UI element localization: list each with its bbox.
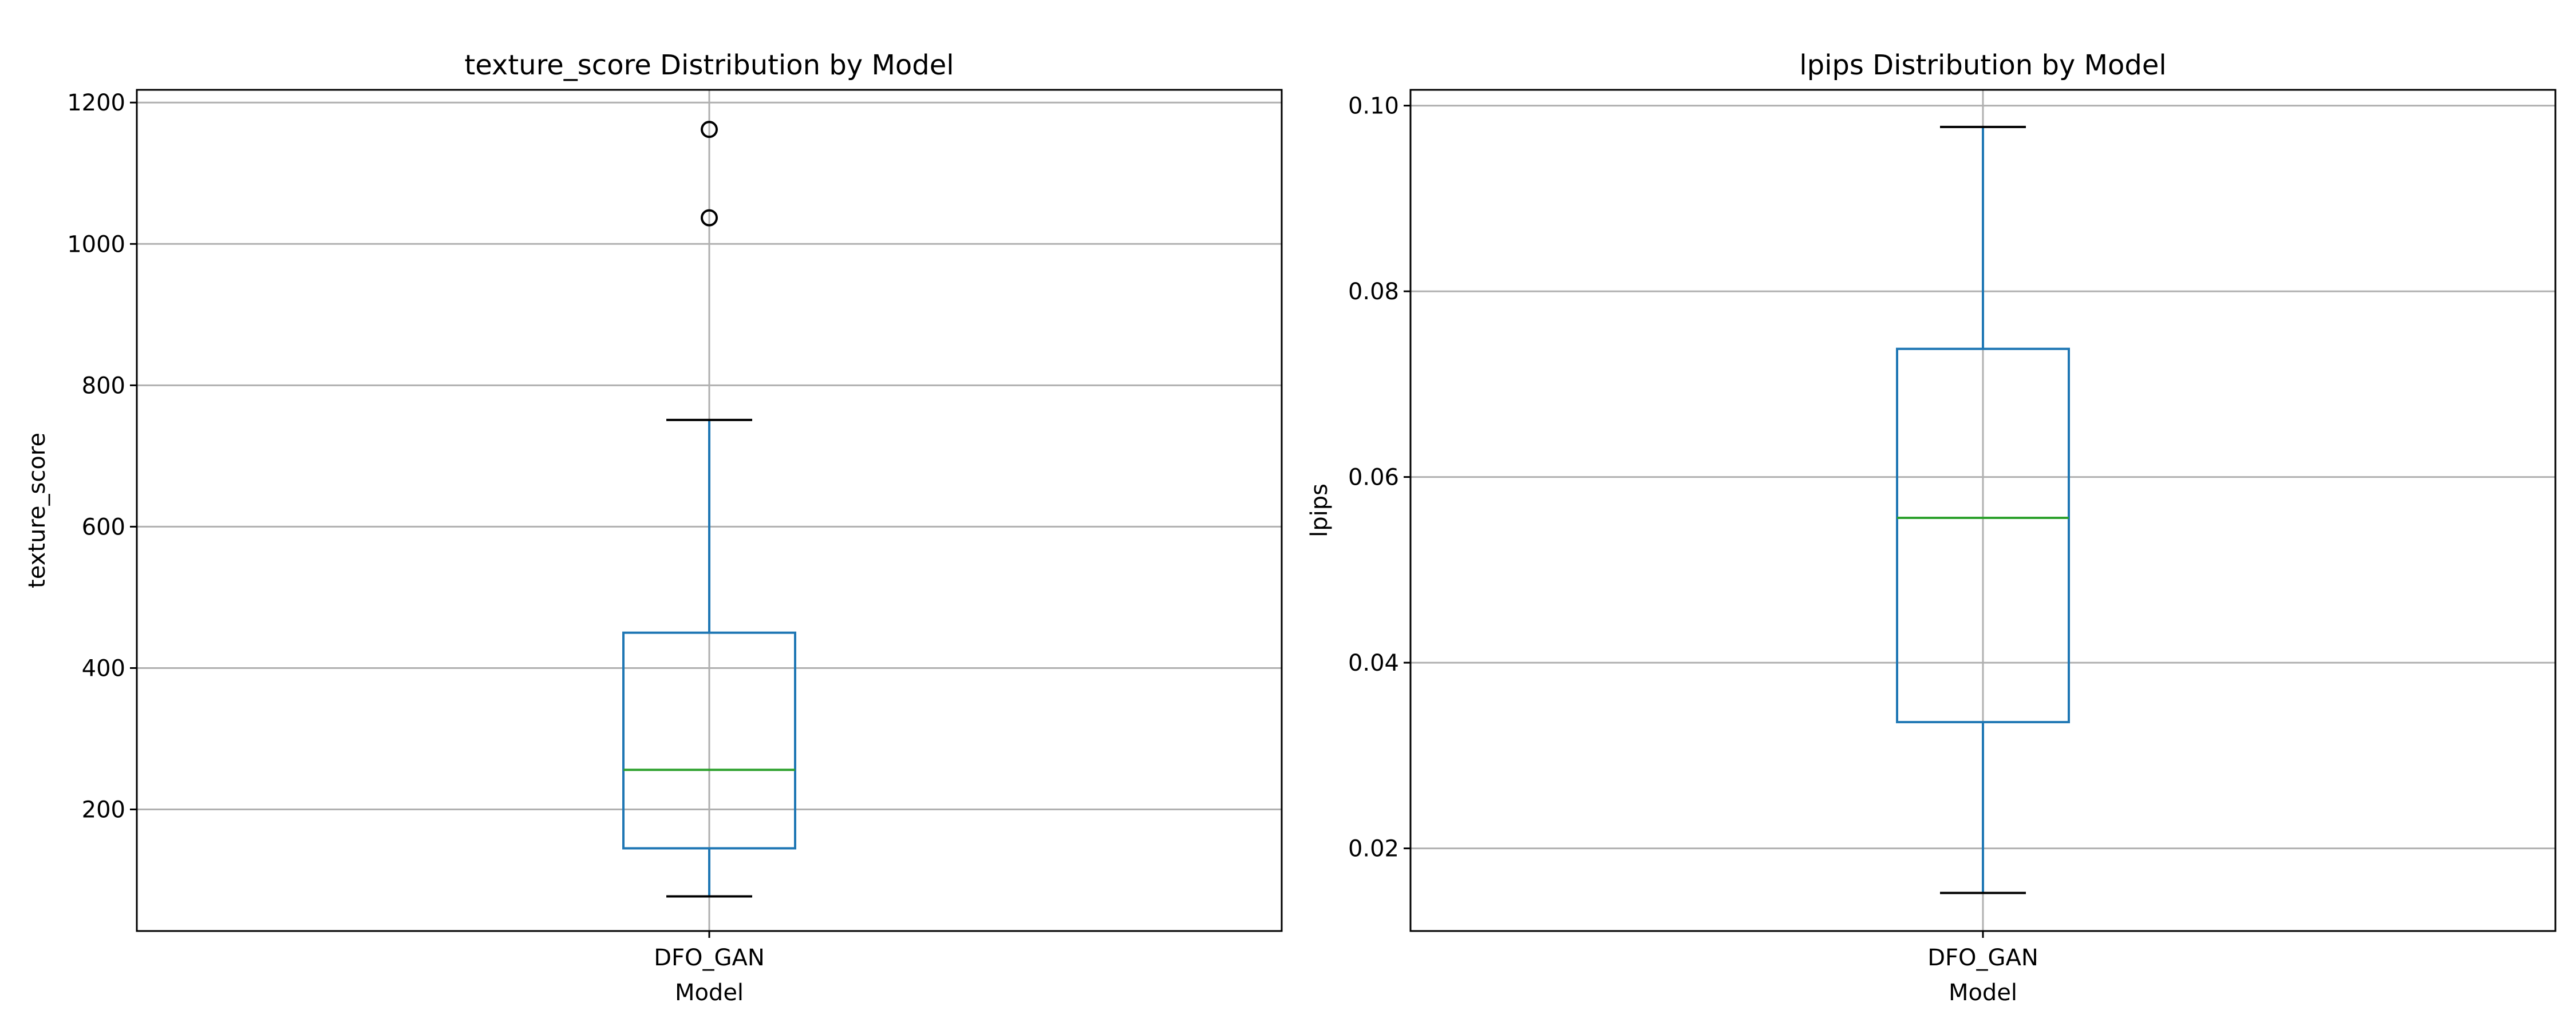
y-tick-label: 0.08 [1348,279,1399,305]
chart-lpips: 0.02 0.04 0.06 0.08 0.10 lpips Distribution … [1306,49,2557,1006]
y-tick-label: 0.06 [1348,465,1399,491]
plot-frame [1409,89,2557,932]
chart-title: lpips Distribution by Model [1799,49,2166,81]
y-tick-label: 0.04 [1348,650,1399,676]
iqr-box [622,631,796,850]
x-tick-label: DFO_GAN [1927,945,2038,971]
iqr-box [1896,347,2070,723]
chart-texture-score: 200 400 600 800 1000 1200 texture_score Distr… [24,49,1283,1006]
x-tick-label: DFO_GAN [654,945,765,971]
plot-frame [136,89,1283,932]
y-tick-label: 1000 [67,231,125,258]
y-tick-label: 0.02 [1348,836,1399,862]
y-tick-label: 400 [82,655,125,682]
y-tick-label: 600 [82,514,125,540]
outlier-point [701,121,718,138]
outlier-point [701,209,718,227]
chart-title: texture_score Distribution by Model [464,49,954,81]
y-tick-label: 0.10 [1348,93,1399,120]
x-axis-label: Model [1949,980,2017,1006]
y-tick-label: 1200 [67,90,125,116]
y-tick-label: 800 [82,373,125,399]
y-axis-label: lpips [1306,484,1333,537]
y-tick-label: 200 [82,797,125,823]
x-axis-label: Model [675,980,744,1006]
y-axis-label: texture_score [24,433,50,588]
